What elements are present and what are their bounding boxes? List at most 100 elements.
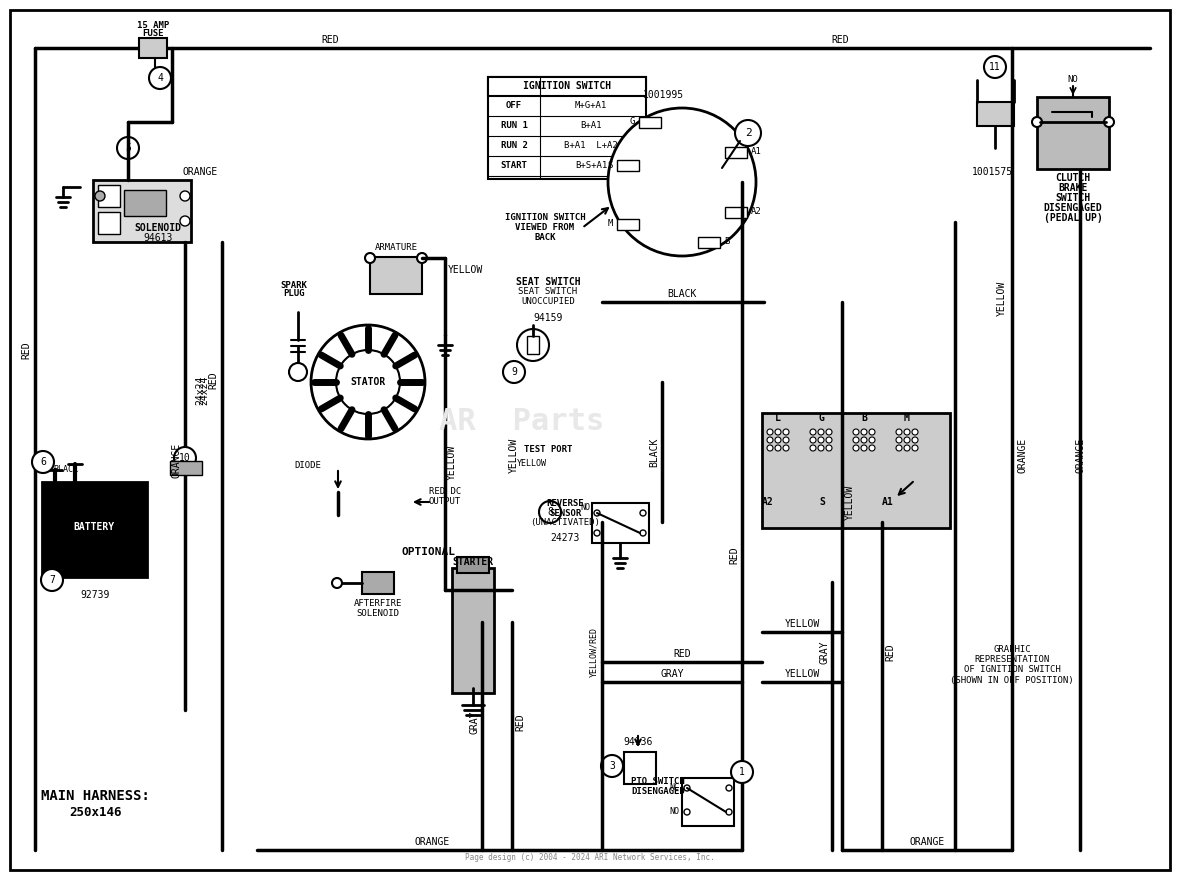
Text: NO: NO <box>1068 76 1079 85</box>
Circle shape <box>594 510 599 516</box>
Circle shape <box>767 429 773 435</box>
Text: PTO SWITCH: PTO SWITCH <box>631 778 684 787</box>
Text: RED: RED <box>21 341 31 359</box>
Text: G: G <box>630 117 635 126</box>
Circle shape <box>332 578 342 588</box>
Text: IGNITION SWITCH: IGNITION SWITCH <box>523 81 611 91</box>
Text: START: START <box>500 161 527 170</box>
Text: OPTIONAL: OPTIONAL <box>401 547 455 557</box>
Bar <box>725 207 747 218</box>
Text: RED: RED <box>673 649 690 659</box>
Bar <box>682 778 734 826</box>
Text: CLUTCH: CLUTCH <box>1055 173 1090 183</box>
Wedge shape <box>631 110 733 182</box>
Text: YELLOW: YELLOW <box>845 484 856 519</box>
Circle shape <box>517 329 549 361</box>
Text: BLACK: BLACK <box>668 289 696 299</box>
Circle shape <box>818 445 824 451</box>
Circle shape <box>896 429 902 435</box>
Circle shape <box>809 429 817 435</box>
Text: 11: 11 <box>989 62 1001 72</box>
Text: RUN 1: RUN 1 <box>500 122 527 131</box>
Text: 94613: 94613 <box>143 233 172 243</box>
Text: 6: 6 <box>40 457 46 467</box>
Text: 24273: 24273 <box>550 533 579 543</box>
Bar <box>93 180 191 242</box>
Text: 24x24: 24x24 <box>199 376 209 405</box>
Circle shape <box>784 445 789 451</box>
Bar <box>489 77 645 179</box>
Text: OFF: OFF <box>506 101 522 110</box>
Text: YELLOW: YELLOW <box>447 445 457 480</box>
Circle shape <box>868 437 876 443</box>
Text: STARTER: STARTER <box>452 557 493 567</box>
Text: 9: 9 <box>511 367 517 377</box>
Bar <box>624 752 656 784</box>
Circle shape <box>336 350 400 414</box>
Text: S: S <box>819 497 825 507</box>
Text: 250x146: 250x146 <box>68 805 122 818</box>
Circle shape <box>784 437 789 443</box>
Text: 2: 2 <box>745 128 752 138</box>
Text: REVERSE: REVERSE <box>546 498 584 507</box>
Text: (SHOWN IN OFF POSITION): (SHOWN IN OFF POSITION) <box>950 676 1074 684</box>
Text: DIODE: DIODE <box>295 460 321 469</box>
Bar <box>617 219 640 230</box>
Bar <box>98 212 120 234</box>
Circle shape <box>818 429 824 435</box>
Text: RED: RED <box>514 714 525 731</box>
Text: L: L <box>775 413 781 423</box>
Circle shape <box>730 761 753 783</box>
Text: 3: 3 <box>609 761 615 771</box>
Text: OUTPUT: OUTPUT <box>428 497 461 506</box>
Text: S: S <box>608 161 612 169</box>
Text: BLACK: BLACK <box>53 466 79 475</box>
Text: DISENGAGED: DISENGAGED <box>631 788 684 796</box>
Circle shape <box>684 785 690 791</box>
Text: 94136: 94136 <box>623 737 653 747</box>
Text: YELLOW: YELLOW <box>517 459 548 467</box>
Circle shape <box>868 445 876 451</box>
Circle shape <box>826 429 832 435</box>
Circle shape <box>503 361 525 383</box>
Text: RUN 2: RUN 2 <box>500 141 527 151</box>
Text: B+A1  L+A2: B+A1 L+A2 <box>564 141 618 151</box>
Text: REPRESENTATION: REPRESENTATION <box>975 655 1050 664</box>
Text: YELLOW: YELLOW <box>785 669 820 679</box>
Text: YELLOW: YELLOW <box>785 619 820 629</box>
Circle shape <box>861 429 867 435</box>
Circle shape <box>289 363 307 381</box>
Circle shape <box>861 445 867 451</box>
Wedge shape <box>631 182 733 254</box>
Text: FUSE: FUSE <box>143 29 164 39</box>
Bar <box>452 568 494 693</box>
Circle shape <box>896 445 902 451</box>
Text: RED: RED <box>208 371 218 389</box>
Text: B: B <box>725 237 729 246</box>
Bar <box>42 482 148 577</box>
Text: AFTERFIRE: AFTERFIRE <box>354 600 402 609</box>
Circle shape <box>904 437 910 443</box>
Circle shape <box>594 530 599 536</box>
Text: ORANGE: ORANGE <box>1075 437 1084 473</box>
Text: GRAY: GRAY <box>661 669 683 679</box>
Circle shape <box>32 451 54 473</box>
Text: 5: 5 <box>125 143 131 153</box>
Text: 24x37: 24x37 <box>86 496 113 505</box>
Circle shape <box>809 445 817 451</box>
Bar <box>527 336 539 354</box>
Circle shape <box>640 530 645 536</box>
Text: A1: A1 <box>883 497 894 507</box>
Circle shape <box>726 785 732 791</box>
Text: VIEWED FROM: VIEWED FROM <box>516 223 575 233</box>
Text: M: M <box>904 413 910 423</box>
Bar <box>977 102 1014 126</box>
Text: 94159: 94159 <box>533 313 563 323</box>
Circle shape <box>417 253 427 263</box>
Circle shape <box>896 437 902 443</box>
Text: NO: NO <box>669 808 678 817</box>
Bar <box>362 572 394 594</box>
Bar <box>699 237 720 248</box>
Circle shape <box>149 67 171 89</box>
Bar <box>762 413 950 528</box>
